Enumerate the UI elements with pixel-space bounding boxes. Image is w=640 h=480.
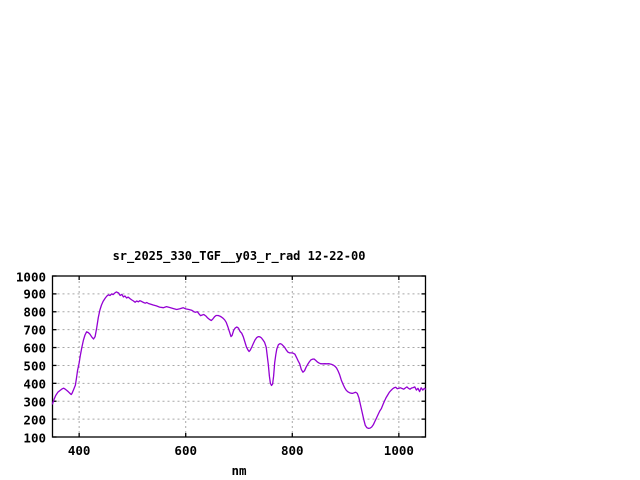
y-tick-label: 600 <box>23 340 46 356</box>
y-tick-label: 500 <box>23 358 46 374</box>
y-tick-label: 1000 <box>15 269 46 284</box>
x-tick-label: 400 <box>67 443 91 458</box>
x-tick-label: 1000 <box>383 443 414 458</box>
y-tick-label: 800 <box>23 304 46 320</box>
x-tick-label: 800 <box>280 443 304 458</box>
y-tick-label: 300 <box>23 394 46 410</box>
x-tick-label: 600 <box>174 443 197 458</box>
x-axis-title: nm <box>231 463 247 478</box>
y-tick-label: 200 <box>23 412 46 428</box>
y-tick-label: 700 <box>23 322 46 338</box>
plot-frame <box>51 275 427 438</box>
chart-title: sr_2025_330_TGF__y03_r_rad 12-22-00 <box>112 249 366 263</box>
y-tick-label: 400 <box>23 376 46 392</box>
y-tick-label: 100 <box>23 430 46 445</box>
y-tick-label: 900 <box>23 286 46 302</box>
spectrum-line <box>51 291 427 430</box>
